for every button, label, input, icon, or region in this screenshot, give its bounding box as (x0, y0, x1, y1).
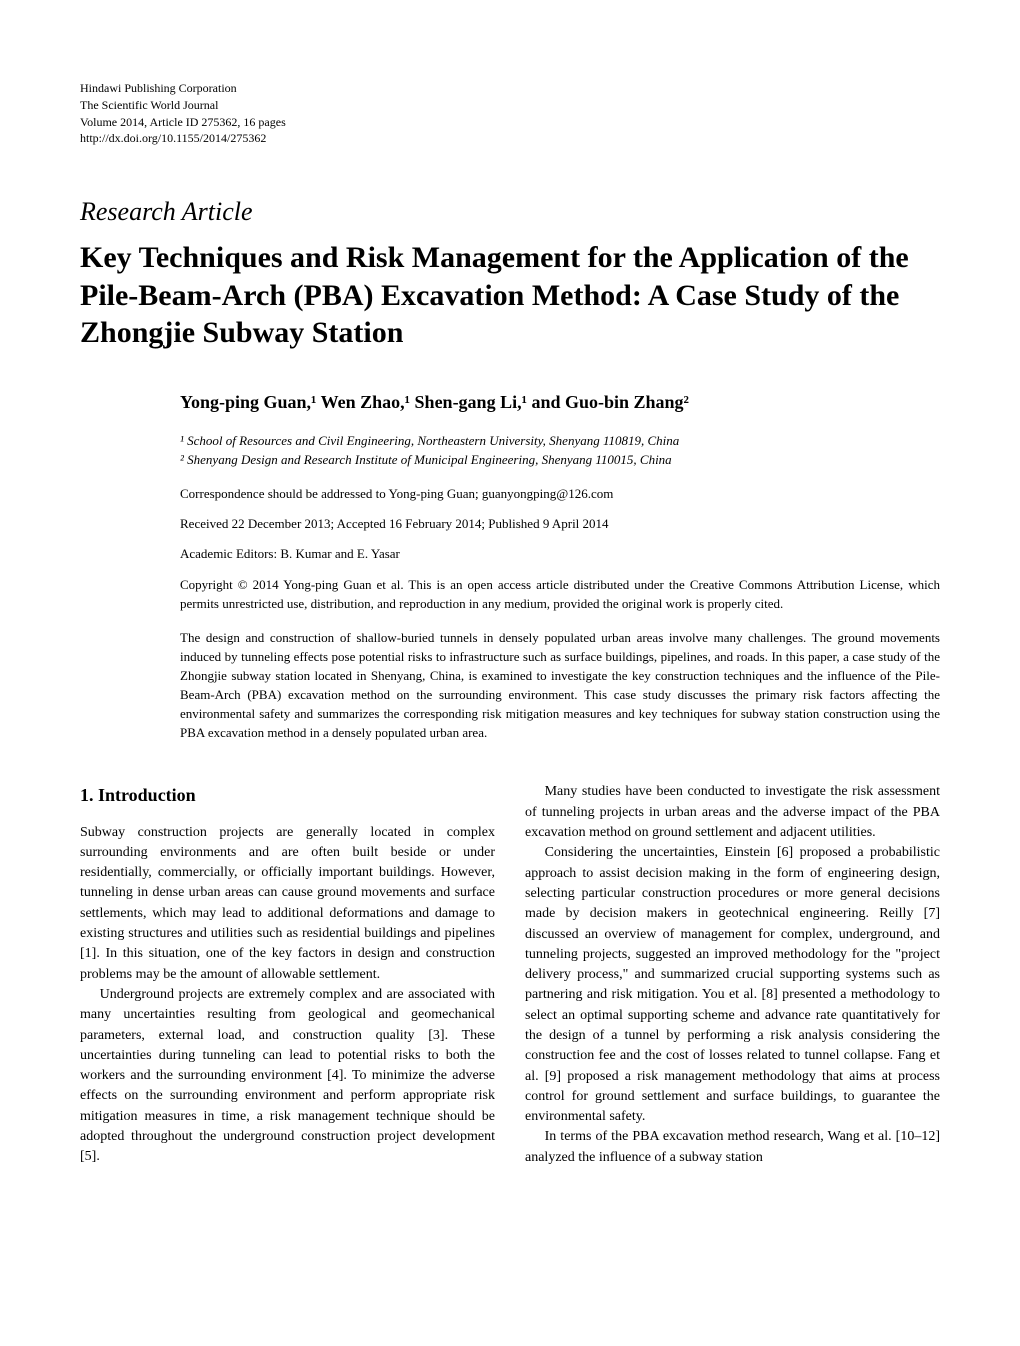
paragraph: Underground projects are extremely compl… (80, 985, 495, 1168)
section-heading: 1. Introduction (80, 782, 495, 808)
correspondence: Correspondence should be addressed to Yo… (180, 486, 940, 502)
doi-link: http://dx.doi.org/10.1155/2014/275362 (80, 130, 940, 147)
body-columns: 1. Introduction Subway construction proj… (80, 782, 940, 1168)
affiliation-2: ² Shenyang Design and Research Institute… (180, 450, 940, 470)
publication-info: Hindawi Publishing Corporation The Scien… (80, 80, 940, 147)
volume-info: Volume 2014, Article ID 275362, 16 pages (80, 114, 940, 131)
publisher: Hindawi Publishing Corporation (80, 80, 940, 97)
paragraph: In terms of the PBA excavation method re… (525, 1127, 940, 1168)
abstract: The design and construction of shallow-b… (180, 629, 940, 742)
authors-list: Yong-ping Guan,¹ Wen Zhao,¹ Shen-gang Li… (180, 392, 940, 413)
right-column: Many studies have been conducted to inve… (525, 782, 940, 1168)
article-title: Key Techniques and Risk Management for t… (80, 239, 940, 352)
publication-dates: Received 22 December 2013; Accepted 16 F… (180, 516, 940, 532)
article-type: Research Article (80, 197, 940, 227)
copyright-notice: Copyright © 2014 Yong-ping Guan et al. T… (180, 576, 940, 614)
affiliations: ¹ School of Resources and Civil Engineer… (180, 431, 940, 470)
academic-editors: Academic Editors: B. Kumar and E. Yasar (180, 546, 940, 562)
paragraph: Considering the uncertainties, Einstein … (525, 843, 940, 1127)
journal-name: The Scientific World Journal (80, 97, 940, 114)
paragraph: Many studies have been conducted to inve… (525, 782, 940, 843)
affiliation-1: ¹ School of Resources and Civil Engineer… (180, 431, 940, 451)
paragraph: Subway construction projects are general… (80, 823, 495, 985)
left-column: 1. Introduction Subway construction proj… (80, 782, 495, 1168)
